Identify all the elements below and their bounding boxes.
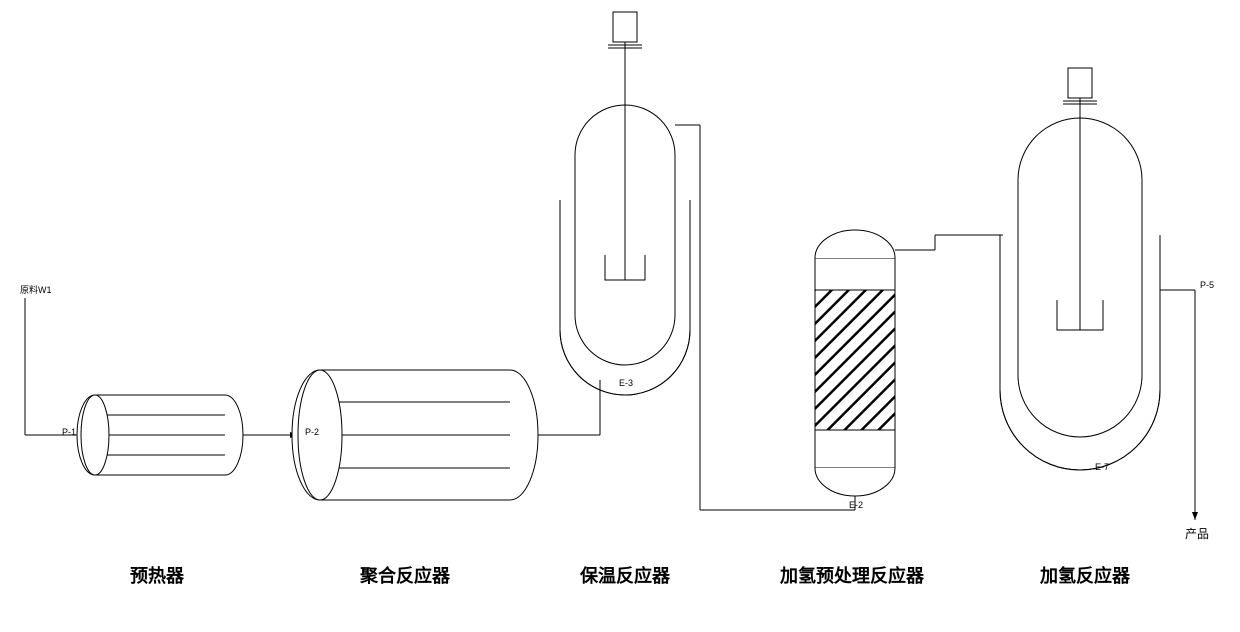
- conn-poly-holding: [538, 380, 600, 435]
- poly-label: 聚合反应器: [360, 562, 450, 588]
- hydro-label: 加氢反应器: [1040, 562, 1130, 588]
- hydro-tag: E-7: [1095, 462, 1109, 472]
- product-line: [1160, 290, 1195, 520]
- preheater-label: 预热器: [130, 562, 184, 588]
- hydropre-label: 加氢预处理反应器: [780, 562, 924, 588]
- product-label: 产品: [1185, 525, 1209, 542]
- holding-label: 保温反应器: [580, 562, 670, 588]
- holding-tag: E-3: [619, 378, 633, 388]
- holding-reactor: [560, 12, 690, 395]
- preheater-tag: P-2: [305, 427, 319, 437]
- hydropre-reactor: [815, 230, 895, 496]
- poly-reactor: [292, 370, 538, 500]
- process-diagram: [0, 0, 1240, 632]
- feed-line: [25, 298, 88, 435]
- hydro-reactor: [1000, 68, 1160, 470]
- feed-label: 原料W1: [20, 283, 52, 296]
- hydropre-tag: E-2: [849, 500, 863, 510]
- conn-hydropre-hydro: [895, 235, 1003, 250]
- preheater: [77, 395, 243, 475]
- feed-tag: P-1: [62, 427, 76, 437]
- product-tag: P-5: [1200, 280, 1214, 290]
